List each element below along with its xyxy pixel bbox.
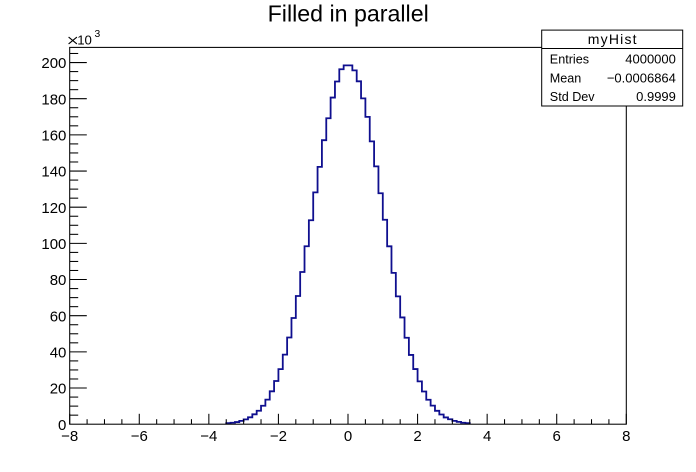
svg-text:0.9999: 0.9999 (636, 89, 676, 104)
svg-text:180: 180 (41, 91, 66, 108)
svg-text:Entries: Entries (550, 52, 589, 66)
svg-text:0: 0 (344, 428, 352, 445)
svg-text:8: 8 (622, 428, 630, 445)
svg-text:6: 6 (553, 428, 561, 445)
svg-text:Mean: Mean (550, 71, 582, 85)
svg-text:−2: −2 (270, 428, 287, 445)
svg-text:4000000: 4000000 (625, 51, 676, 66)
svg-text:Std Dev: Std Dev (550, 90, 596, 104)
svg-text:−4: −4 (200, 428, 217, 445)
svg-text:3: 3 (95, 29, 101, 40)
svg-text:100: 100 (41, 236, 66, 253)
svg-text:120: 120 (41, 200, 66, 217)
svg-text:Filled in parallel: Filled in parallel (268, 1, 429, 27)
svg-text:10: 10 (77, 32, 92, 47)
svg-text:2: 2 (413, 428, 421, 445)
svg-text:200: 200 (41, 55, 66, 72)
svg-text:−0.0006864: −0.0006864 (607, 70, 676, 85)
svg-text:60: 60 (50, 308, 67, 325)
svg-text:40: 40 (50, 344, 67, 361)
svg-text:140: 140 (41, 164, 66, 181)
svg-text:160: 160 (41, 127, 66, 144)
svg-text:myHist: myHist (588, 31, 638, 47)
svg-text:−6: −6 (131, 428, 148, 445)
svg-text:−8: −8 (61, 428, 78, 445)
svg-text:80: 80 (50, 272, 67, 289)
svg-text:0: 0 (58, 417, 66, 434)
svg-text:20: 20 (50, 381, 67, 398)
svg-text:4: 4 (483, 428, 491, 445)
